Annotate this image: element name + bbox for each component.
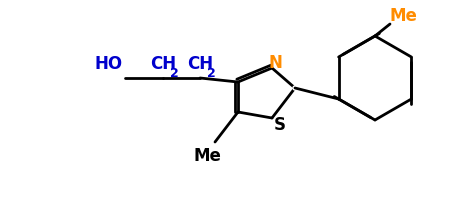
Text: CH: CH <box>150 55 176 73</box>
Text: CH: CH <box>187 55 213 73</box>
Text: Me: Me <box>389 7 417 25</box>
Text: Me: Me <box>193 147 221 165</box>
Text: 2: 2 <box>170 67 178 80</box>
Text: N: N <box>268 54 282 72</box>
Text: S: S <box>274 116 286 134</box>
Text: HO: HO <box>95 55 123 73</box>
Text: 2: 2 <box>207 67 215 80</box>
